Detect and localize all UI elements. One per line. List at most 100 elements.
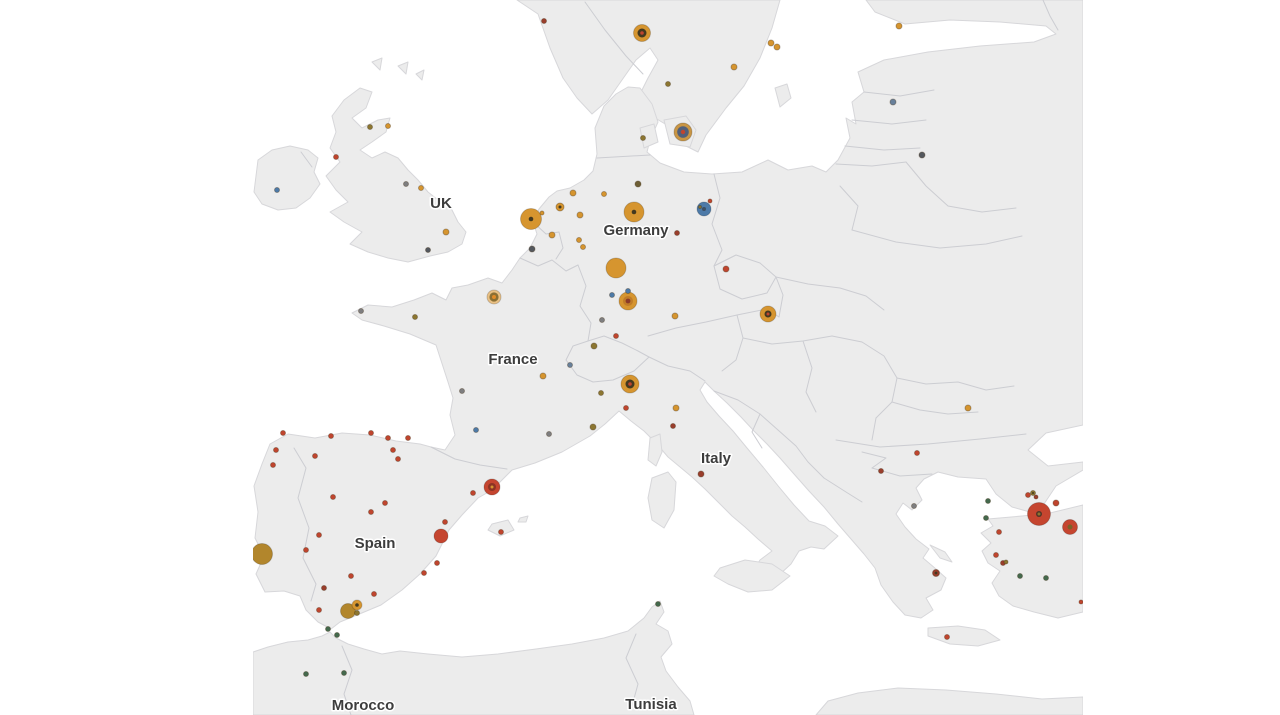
map-marker[interactable] bbox=[385, 123, 391, 129]
map-marker[interactable] bbox=[773, 43, 781, 51]
map-marker[interactable] bbox=[405, 435, 411, 441]
map-marker[interactable] bbox=[333, 154, 339, 160]
map-marker[interactable] bbox=[546, 431, 552, 437]
map-marker[interactable] bbox=[567, 362, 573, 368]
map-marker[interactable] bbox=[698, 205, 702, 209]
map-marker[interactable] bbox=[368, 430, 374, 436]
map-marker[interactable] bbox=[964, 404, 972, 412]
map-marker[interactable] bbox=[498, 529, 504, 535]
map-marker[interactable] bbox=[316, 532, 322, 538]
map-marker[interactable] bbox=[613, 333, 619, 339]
map-marker[interactable] bbox=[382, 500, 388, 506]
map-marker[interactable] bbox=[390, 447, 396, 453]
map-marker[interactable] bbox=[674, 230, 680, 236]
map-marker[interactable] bbox=[252, 543, 273, 565]
map-marker[interactable] bbox=[580, 244, 586, 250]
map-marker[interactable] bbox=[673, 122, 693, 142]
map-marker[interactable] bbox=[548, 231, 556, 239]
map-marker[interactable] bbox=[623, 201, 645, 223]
map-marker[interactable] bbox=[330, 494, 336, 500]
map-marker[interactable] bbox=[625, 288, 631, 294]
map-marker[interactable] bbox=[618, 291, 638, 311]
map-marker[interactable] bbox=[1003, 559, 1009, 565]
map-marker[interactable] bbox=[1025, 492, 1031, 498]
map-marker[interactable] bbox=[351, 599, 363, 611]
map-marker[interactable] bbox=[599, 317, 605, 323]
map-marker[interactable] bbox=[589, 423, 597, 431]
map-marker[interactable] bbox=[273, 447, 279, 453]
map-marker[interactable] bbox=[914, 450, 920, 456]
map-marker[interactable] bbox=[1062, 519, 1078, 535]
map-marker[interactable] bbox=[598, 390, 604, 396]
map-marker[interactable] bbox=[1017, 573, 1023, 579]
map-marker[interactable] bbox=[368, 509, 374, 515]
map-marker[interactable] bbox=[895, 22, 903, 30]
map-marker[interactable] bbox=[459, 388, 465, 394]
map-marker[interactable] bbox=[1027, 502, 1051, 526]
map-marker[interactable] bbox=[371, 591, 377, 597]
map-marker[interactable] bbox=[303, 547, 309, 553]
map-marker[interactable] bbox=[473, 427, 479, 433]
map-marker[interactable] bbox=[620, 374, 640, 394]
map-marker[interactable] bbox=[889, 98, 897, 106]
map-marker[interactable] bbox=[609, 292, 615, 298]
map-marker[interactable] bbox=[483, 478, 501, 496]
map-marker[interactable] bbox=[539, 372, 547, 380]
map-marker[interactable] bbox=[1033, 494, 1039, 500]
map-marker[interactable] bbox=[367, 124, 373, 130]
map-marker[interactable] bbox=[633, 24, 651, 42]
map-marker[interactable] bbox=[325, 626, 331, 632]
map-marker[interactable] bbox=[671, 312, 679, 320]
map-marker[interactable] bbox=[911, 503, 917, 509]
map-marker[interactable] bbox=[421, 570, 427, 576]
map-marker[interactable] bbox=[985, 498, 991, 504]
map-marker[interactable] bbox=[358, 308, 364, 314]
map-marker[interactable] bbox=[341, 670, 347, 676]
map-marker[interactable] bbox=[697, 470, 705, 478]
map-marker[interactable] bbox=[730, 63, 738, 71]
map-marker[interactable] bbox=[996, 529, 1002, 535]
map-marker[interactable] bbox=[470, 490, 476, 496]
map-marker[interactable] bbox=[303, 671, 309, 677]
map-marker[interactable] bbox=[418, 185, 424, 191]
map-marker[interactable] bbox=[576, 211, 584, 219]
map-marker[interactable] bbox=[670, 423, 676, 429]
map-marker[interactable] bbox=[634, 180, 642, 188]
map-marker[interactable] bbox=[944, 634, 950, 640]
map-marker[interactable] bbox=[722, 265, 730, 273]
map-marker[interactable] bbox=[590, 342, 598, 350]
map-marker[interactable] bbox=[541, 18, 547, 24]
map-marker[interactable] bbox=[655, 601, 661, 607]
map-marker[interactable] bbox=[486, 289, 502, 305]
map-marker[interactable] bbox=[1043, 575, 1049, 581]
map-marker[interactable] bbox=[672, 404, 680, 412]
map-marker[interactable] bbox=[528, 245, 536, 253]
map-marker[interactable] bbox=[520, 208, 542, 230]
map-marker[interactable] bbox=[707, 198, 713, 204]
map-marker[interactable] bbox=[623, 405, 629, 411]
map-marker[interactable] bbox=[605, 257, 627, 279]
map-marker[interactable] bbox=[640, 135, 646, 141]
map-marker[interactable] bbox=[270, 462, 276, 468]
map-marker[interactable] bbox=[403, 181, 409, 187]
map-marker[interactable] bbox=[665, 81, 671, 87]
map-marker[interactable] bbox=[983, 515, 989, 521]
map-marker[interactable] bbox=[334, 632, 340, 638]
map-marker[interactable] bbox=[316, 607, 322, 613]
map-marker[interactable] bbox=[878, 468, 884, 474]
map-marker[interactable] bbox=[395, 456, 401, 462]
map-marker[interactable] bbox=[274, 187, 280, 193]
map-marker[interactable] bbox=[932, 569, 940, 577]
map-marker[interactable] bbox=[412, 314, 418, 320]
map-marker[interactable] bbox=[280, 430, 286, 436]
map-marker[interactable] bbox=[321, 585, 327, 591]
map-marker[interactable] bbox=[569, 189, 577, 197]
map-marker[interactable] bbox=[1052, 499, 1060, 507]
map-marker[interactable] bbox=[1030, 490, 1036, 496]
map-marker[interactable] bbox=[442, 519, 448, 525]
map-marker[interactable] bbox=[385, 435, 391, 441]
map-marker[interactable] bbox=[312, 453, 318, 459]
map-marker[interactable] bbox=[348, 573, 354, 579]
map-marker[interactable] bbox=[433, 528, 449, 544]
map-marker[interactable] bbox=[328, 433, 334, 439]
